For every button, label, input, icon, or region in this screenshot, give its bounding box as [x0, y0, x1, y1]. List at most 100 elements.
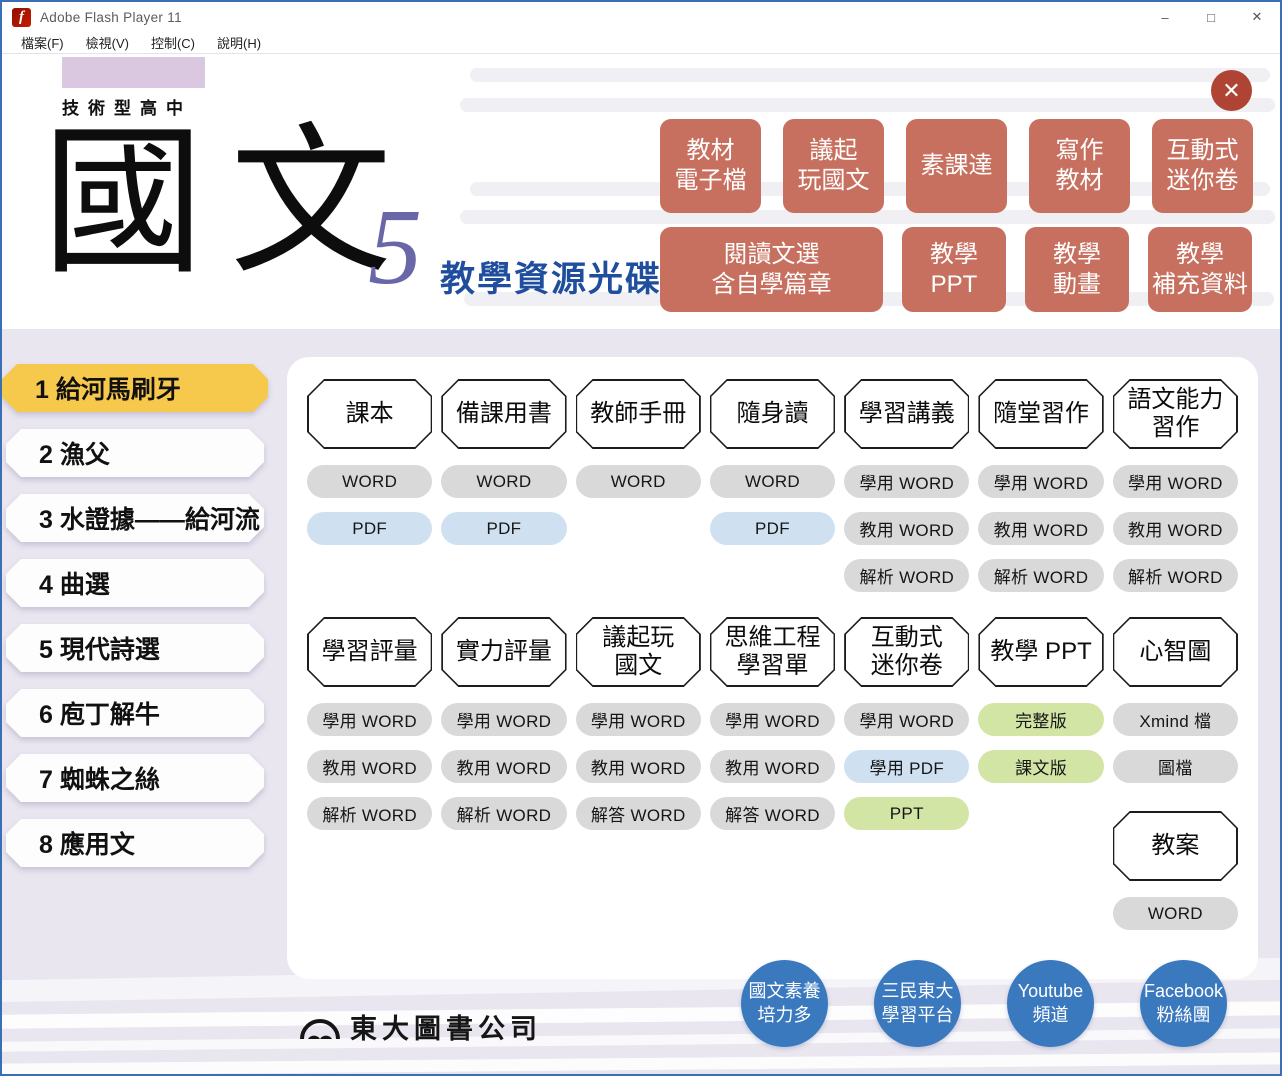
menu-file[interactable]: 檔案(F) [21, 36, 64, 51]
menu-view[interactable]: 檢視(V) [85, 36, 129, 51]
group-header: 學習講義 [844, 379, 969, 449]
file-button-ppt[interactable]: PPT [844, 797, 970, 830]
quick-link-supplementary[interactable]: 教學 補充資料 [1148, 227, 1252, 312]
group-header: 實力評量 [441, 617, 566, 687]
sidebar-item-lesson-4[interactable]: 4 曲選 [6, 559, 264, 607]
menu-control[interactable]: 控制(C) [150, 36, 195, 51]
title-bar: f Adobe Flash Player 11 – □ ✕ [2, 2, 1280, 32]
sidebar-item-lesson-7[interactable]: 7 蜘蛛之絲 [6, 754, 264, 802]
quick-link-sukeda[interactable]: 素課達 [906, 119, 1007, 213]
file-button-full-version[interactable]: 完整版 [978, 703, 1104, 736]
resource-group-lesson-prep-book: 備課用書 WORD PDF [441, 379, 567, 592]
header-zone: 技術型高中 國文 5 教學資源光碟 教材 電子檔 議起 玩國文 素課達 寫作 教… [2, 54, 1280, 329]
sidebar-item-lesson-1[interactable]: 1 給河馬刷牙 [2, 364, 268, 412]
file-button-teacher-word[interactable]: 教用 WORD [575, 750, 701, 783]
resource-group-yiqiwan-guowen: 議起玩 國文 學用 WORD 教用 WORD 解答 WORD [575, 617, 701, 930]
maximize-button[interactable]: □ [1207, 9, 1215, 25]
link-sanmin-learning-platform[interactable]: 三民東大 學習平台 [874, 960, 961, 1047]
group-header: 語文能力 習作 [1113, 379, 1238, 449]
file-button-pdf[interactable]: PDF [709, 512, 836, 545]
sidebar-item-lesson-8[interactable]: 8 應用文 [6, 819, 264, 867]
decorative-stripe [460, 210, 1275, 224]
file-button-text-version[interactable]: 課文版 [978, 750, 1104, 783]
resource-group-mindmap: 心智圖 Xmind 檔 圖檔 教案 WORD [1112, 617, 1238, 930]
file-button-student-word[interactable]: 學用 WORD [844, 703, 970, 736]
file-button-answer-word[interactable]: 解答 WORD [709, 797, 836, 830]
quick-link-writing-material[interactable]: 寫作 教材 [1029, 119, 1130, 213]
resource-group-pocket-reader: 隨身讀 WORD PDF [709, 379, 836, 592]
group-header: 課本 [307, 379, 432, 449]
file-button-word[interactable]: WORD [709, 465, 836, 498]
file-button-analysis-word[interactable]: 解析 WORD [307, 797, 433, 830]
link-youtube-channel[interactable]: Youtube 頻道 [1007, 960, 1094, 1047]
resource-group-study-handout: 學習講義 學用 WORD 教用 WORD 解析 WORD [844, 379, 970, 592]
file-button-teacher-word[interactable]: 教用 WORD [307, 750, 433, 783]
page-title: 國文 [42, 115, 418, 294]
file-button-student-word[interactable]: 學用 WORD [978, 465, 1104, 498]
quick-link-interactive-quiz[interactable]: 互動式 迷你卷 [1152, 119, 1253, 213]
file-button-word[interactable]: WORD [441, 465, 567, 498]
sidebar-item-lesson-2[interactable]: 2 漁父 [6, 429, 264, 477]
quick-link-teaching-ppt[interactable]: 教學 PPT [902, 227, 1006, 312]
minimize-button[interactable]: – [1161, 9, 1169, 25]
file-button-student-word[interactable]: 學用 WORD [1112, 465, 1238, 498]
resource-group-ability-assessment: 實力評量 學用 WORD 教用 WORD 解析 WORD [441, 617, 567, 930]
group-header: 備課用書 [441, 379, 566, 449]
file-button-student-word[interactable]: 學用 WORD [441, 703, 567, 736]
group-header: 隨堂習作 [978, 379, 1103, 449]
file-button-xmind[interactable]: Xmind 檔 [1112, 703, 1238, 736]
file-button-teacher-word[interactable]: 教用 WORD [978, 512, 1104, 545]
quick-links-row-2: 閱讀文選 含自學篇章 教學 PPT 教學 動畫 教學 補充資料 [660, 227, 1252, 312]
menu-bar: 檔案(F) 檢視(V) 控制(C) 說明(H) [2, 32, 1280, 54]
file-button-student-word[interactable]: 學用 WORD [709, 703, 836, 736]
publisher-logo: 東大圖書公司 [299, 1007, 542, 1046]
file-button-student-word[interactable]: 學用 WORD [844, 465, 970, 498]
close-window-button[interactable]: ✕ [1251, 9, 1263, 24]
content-zone: 1 給河馬刷牙 2 漁父 3 水證據——給河流 4 曲選 5 現代詩選 6 庖丁… [2, 329, 1280, 1074]
decorative-stripe [460, 98, 1275, 112]
volume-number: 5 [368, 188, 422, 307]
file-button-word[interactable]: WORD [307, 465, 433, 498]
file-button-pdf[interactable]: PDF [441, 512, 567, 545]
quick-link-reading-selection[interactable]: 閱讀文選 含自學篇章 [660, 227, 883, 312]
file-button-answer-word[interactable]: 解答 WORD [575, 797, 701, 830]
file-button-student-pdf[interactable]: 學用 PDF [844, 750, 970, 783]
flash-stage: 技術型高中 國文 5 教學資源光碟 教材 電子檔 議起 玩國文 素課達 寫作 教… [2, 54, 1280, 1074]
file-button-teacher-word[interactable]: 教用 WORD [1112, 512, 1238, 545]
menu-help[interactable]: 說明(H) [217, 36, 262, 51]
file-button-student-word[interactable]: 學用 WORD [575, 703, 701, 736]
lesson-sidebar: 1 給河馬刷牙 2 漁父 3 水證據——給河流 4 曲選 5 現代詩選 6 庖丁… [2, 364, 268, 884]
file-button-word[interactable]: WORD [1112, 897, 1238, 930]
series-color-swatch [62, 57, 205, 88]
resource-grid-row-1: 課本 WORD PDF 備課用書 WORD PDF 教師手冊 WORD 隨身 [307, 379, 1238, 592]
file-button-analysis-word[interactable]: 解析 WORD [441, 797, 567, 830]
link-facebook-fanpage[interactable]: Facebook 粉絲團 [1140, 960, 1227, 1047]
file-button-answer-word[interactable]: 解析 WORD [1112, 559, 1238, 592]
file-button-answer-word[interactable]: 解析 WORD [844, 559, 970, 592]
sidebar-item-lesson-5[interactable]: 5 現代詩選 [6, 624, 264, 672]
group-header: 議起玩 國文 [576, 617, 701, 687]
window-title: Adobe Flash Player 11 [40, 9, 182, 25]
close-icon[interactable]: ✕ [1211, 70, 1252, 111]
quick-link-material-files[interactable]: 教材 電子檔 [660, 119, 761, 213]
file-button-pdf[interactable]: PDF [307, 512, 433, 545]
quick-link-teaching-animation[interactable]: 教學 動畫 [1025, 227, 1129, 312]
resource-group-teacher-manual: 教師手冊 WORD [575, 379, 701, 592]
file-button-teacher-word[interactable]: 教用 WORD [709, 750, 836, 783]
publisher-logo-icon [300, 1018, 340, 1039]
quick-link-yiqiwan-guowen[interactable]: 議起 玩國文 [783, 119, 884, 213]
file-button-teacher-word[interactable]: 教用 WORD [844, 512, 970, 545]
sidebar-item-lesson-6[interactable]: 6 庖丁解牛 [6, 689, 264, 737]
web-links: 國文素養 培力多 三民東大 學習平台 Youtube 頻道 Facebook 粉… [741, 960, 1227, 1047]
sidebar-item-lesson-3[interactable]: 3 水證據——給河流 [6, 494, 264, 542]
file-button-student-word[interactable]: 學用 WORD [307, 703, 433, 736]
file-button-answer-word[interactable]: 解析 WORD [978, 559, 1104, 592]
file-button-image[interactable]: 圖檔 [1112, 750, 1238, 783]
resource-group-class-workbook: 隨堂習作 學用 WORD 教用 WORD 解析 WORD [978, 379, 1104, 592]
flash-icon: f [12, 7, 31, 27]
file-button-teacher-word[interactable]: 教用 WORD [441, 750, 567, 783]
link-literacy-platform[interactable]: 國文素養 培力多 [741, 960, 828, 1047]
file-button-word[interactable]: WORD [575, 465, 701, 498]
group-header: 隨身讀 [710, 379, 835, 449]
